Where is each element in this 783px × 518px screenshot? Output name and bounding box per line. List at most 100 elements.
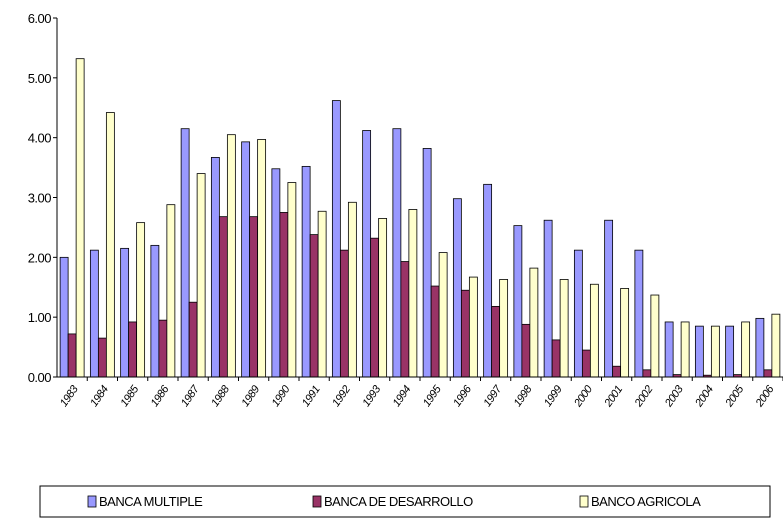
x-tick-label: 1985 bbox=[118, 383, 142, 409]
bar bbox=[710, 325, 720, 378]
y-tick-label: 5.00 bbox=[28, 71, 52, 86]
bar bbox=[180, 128, 190, 378]
bar bbox=[422, 148, 432, 378]
bar bbox=[491, 305, 501, 378]
y-tick-label: 2.00 bbox=[28, 250, 52, 265]
x-tick-label: 2005 bbox=[723, 383, 747, 410]
bar bbox=[362, 130, 372, 378]
y-tick-label: 0.00 bbox=[28, 370, 52, 385]
x-tick-label: 1992 bbox=[330, 384, 353, 410]
bar bbox=[741, 321, 751, 378]
x-tick-label: 2000 bbox=[572, 383, 596, 410]
bar bbox=[75, 58, 85, 378]
legend-box bbox=[39, 485, 771, 518]
bar bbox=[771, 313, 781, 378]
y-tick-label: 4.00 bbox=[28, 131, 52, 146]
bar bbox=[529, 267, 539, 378]
bar bbox=[430, 285, 440, 378]
bar bbox=[408, 209, 418, 378]
x-tick-label: 2004 bbox=[693, 384, 717, 410]
bar bbox=[604, 219, 614, 378]
bar bbox=[573, 249, 583, 378]
bar bbox=[166, 204, 176, 378]
x-tick-label: 1991 bbox=[300, 384, 323, 410]
bar bbox=[89, 249, 99, 378]
bar bbox=[120, 247, 130, 378]
bar bbox=[287, 182, 297, 378]
bar bbox=[67, 333, 77, 378]
bar bbox=[150, 244, 160, 378]
bar bbox=[513, 225, 523, 378]
x-tick-label: 2006 bbox=[753, 383, 777, 410]
bar bbox=[158, 319, 168, 378]
legend-label: BANCO AGRICOLA bbox=[591, 494, 701, 509]
bar bbox=[136, 222, 146, 378]
bar bbox=[559, 279, 569, 378]
bar bbox=[543, 219, 553, 378]
bar bbox=[59, 256, 69, 378]
x-tick-label: 1997 bbox=[481, 383, 505, 409]
x-tick-label: 1994 bbox=[391, 384, 414, 410]
x-tick-label: 1996 bbox=[451, 383, 475, 409]
bar bbox=[452, 198, 462, 378]
legend-swatch bbox=[579, 495, 589, 508]
x-tick-label: 2003 bbox=[662, 383, 686, 410]
bar bbox=[226, 134, 236, 378]
bar bbox=[468, 276, 478, 378]
bar bbox=[210, 157, 220, 378]
y-tick-label: 6.00 bbox=[28, 11, 52, 26]
x-tick-label: 1993 bbox=[360, 383, 384, 409]
bar bbox=[642, 369, 652, 378]
x-tick-label: 1990 bbox=[270, 383, 294, 409]
bar bbox=[347, 201, 357, 378]
x-tick-label: 1983 bbox=[58, 383, 82, 409]
bar bbox=[241, 141, 251, 378]
bar bbox=[105, 112, 115, 378]
bar bbox=[460, 289, 470, 378]
bar bbox=[650, 294, 660, 378]
x-tick-label: 2001 bbox=[602, 384, 626, 410]
bar bbox=[128, 321, 138, 378]
x-tick-label: 1989 bbox=[239, 384, 262, 410]
bar bbox=[301, 165, 311, 378]
bar bbox=[257, 139, 267, 378]
bar bbox=[339, 249, 349, 378]
x-tick-label: 2002 bbox=[632, 384, 656, 410]
bar bbox=[581, 349, 591, 378]
bar bbox=[279, 212, 289, 378]
bar bbox=[249, 216, 259, 378]
bar bbox=[400, 261, 410, 378]
x-tick-label: 1986 bbox=[149, 383, 173, 409]
bar bbox=[271, 168, 281, 378]
legend-label: BANCA DE DESARROLLO bbox=[324, 494, 473, 509]
bar bbox=[97, 337, 107, 378]
bar bbox=[392, 128, 402, 378]
bar bbox=[612, 365, 622, 378]
x-tick-label: 1995 bbox=[421, 383, 445, 409]
legend-label: BANCA MULTIPLE bbox=[99, 494, 203, 509]
bar bbox=[620, 288, 630, 378]
bar bbox=[680, 321, 690, 378]
x-tick-label: 1988 bbox=[209, 383, 233, 409]
bar bbox=[521, 323, 531, 378]
bar bbox=[664, 321, 674, 378]
y-tick-label: 1.00 bbox=[28, 310, 52, 325]
legend-swatch bbox=[312, 495, 322, 508]
bar bbox=[331, 100, 341, 378]
bar bbox=[378, 218, 388, 378]
bar bbox=[438, 252, 448, 378]
bar bbox=[483, 183, 493, 378]
x-tick-label: 1987 bbox=[179, 383, 203, 409]
x-tick-label: 1984 bbox=[88, 384, 111, 410]
bar bbox=[218, 216, 228, 378]
y-tick-label: 3.00 bbox=[28, 191, 52, 206]
bar bbox=[196, 173, 206, 378]
bar bbox=[370, 237, 380, 378]
x-tick-label: 1999 bbox=[542, 384, 565, 410]
bar bbox=[551, 339, 561, 378]
bar bbox=[634, 249, 644, 378]
bar bbox=[188, 301, 198, 378]
bar bbox=[725, 325, 735, 378]
bar bbox=[309, 234, 319, 378]
